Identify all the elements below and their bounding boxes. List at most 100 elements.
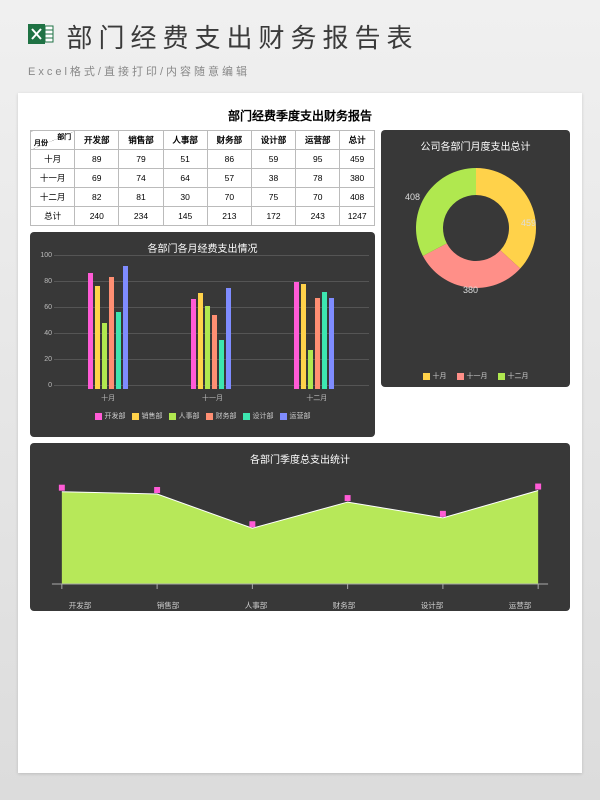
page-title: 部门经费支出财务报告表 bbox=[66, 18, 418, 55]
table-cell: 70 bbox=[207, 188, 251, 207]
area-chart bbox=[42, 474, 558, 594]
table-row: 十二月828130707570408 bbox=[31, 188, 375, 207]
table-cell: 243 bbox=[296, 207, 340, 226]
legend-item: 十月 bbox=[423, 371, 447, 381]
bar bbox=[102, 323, 107, 389]
table-header: 财务部 bbox=[207, 131, 251, 150]
table-cell: 95 bbox=[296, 150, 340, 169]
data-table: 部门月份开发部销售部人事部财务部设计部运营部总计 十月8979518659954… bbox=[30, 130, 375, 226]
bar bbox=[329, 298, 334, 389]
bar bbox=[205, 306, 210, 389]
area-category: 财务部 bbox=[300, 600, 388, 611]
y-tick-label: 40 bbox=[36, 330, 52, 337]
legend-item: 运营部 bbox=[280, 411, 311, 421]
bar bbox=[198, 293, 203, 389]
table-header: 销售部 bbox=[119, 131, 163, 150]
table-cell: 59 bbox=[251, 150, 295, 169]
area-fill bbox=[62, 491, 538, 584]
bar-chart-panel: 各部门各月经费支出情况 100806040200 十月十一月十二月 开发部销售部… bbox=[30, 232, 375, 437]
legend-item: 开发部 bbox=[95, 411, 126, 421]
bar-category: 十一月 bbox=[160, 393, 264, 403]
row-label: 总计 bbox=[31, 207, 75, 226]
area-chart-panel: 各部门季度总支出统计 开发部销售部人事部财务部设计部运营部 bbox=[30, 443, 570, 611]
table-cell: 81 bbox=[119, 188, 163, 207]
legend-item: 人事部 bbox=[169, 411, 200, 421]
table-header: 运营部 bbox=[296, 131, 340, 150]
area-category: 设计部 bbox=[388, 600, 476, 611]
table-cell: 79 bbox=[119, 150, 163, 169]
table-header: 总计 bbox=[340, 131, 375, 150]
table-row: 十月897951865995459 bbox=[31, 150, 375, 169]
table-cell: 240 bbox=[75, 207, 119, 226]
bar-category: 十月 bbox=[56, 393, 160, 403]
table-cell: 459 bbox=[340, 150, 375, 169]
excel-icon bbox=[28, 21, 54, 52]
bar bbox=[212, 315, 217, 389]
table-cell: 38 bbox=[251, 169, 295, 188]
area-category: 人事部 bbox=[212, 600, 300, 611]
y-tick-label: 100 bbox=[36, 252, 52, 259]
y-tick-label: 80 bbox=[36, 278, 52, 285]
table-cell: 380 bbox=[340, 169, 375, 188]
table-cell: 74 bbox=[119, 169, 163, 188]
table-cell: 86 bbox=[207, 150, 251, 169]
area-marker bbox=[59, 485, 65, 491]
area-category: 销售部 bbox=[124, 600, 212, 611]
y-tick-label: 60 bbox=[36, 304, 52, 311]
table-cell: 172 bbox=[251, 207, 295, 226]
bar bbox=[294, 282, 299, 389]
table-header: 设计部 bbox=[251, 131, 295, 150]
donut-chart-panel: 公司各部门月度支出总计 459380408 十月十一月十二月 bbox=[381, 130, 570, 387]
bar bbox=[226, 288, 231, 389]
excel-sheet: 部门经费季度支出财务报告 部门月份开发部销售部人事部财务部设计部运营部总计 十月… bbox=[18, 93, 582, 773]
bar bbox=[322, 292, 327, 390]
donut-label: 408 bbox=[405, 192, 420, 202]
area-category: 运营部 bbox=[476, 600, 564, 611]
bar bbox=[123, 266, 128, 390]
table-cell: 145 bbox=[163, 207, 207, 226]
legend-item: 十一月 bbox=[457, 371, 488, 381]
bar bbox=[116, 312, 121, 389]
bar bbox=[219, 340, 224, 389]
table-header: 开发部 bbox=[75, 131, 119, 150]
bar bbox=[191, 299, 196, 389]
row-label: 十月 bbox=[31, 150, 75, 169]
bar bbox=[301, 284, 306, 389]
area-marker bbox=[535, 484, 541, 490]
table-cell: 57 bbox=[207, 169, 251, 188]
table-cell: 408 bbox=[340, 188, 375, 207]
table-corner: 部门月份 bbox=[31, 131, 75, 150]
table-cell: 70 bbox=[296, 188, 340, 207]
donut-label: 380 bbox=[463, 285, 478, 295]
sheet-title: 部门经费季度支出财务报告 bbox=[30, 105, 570, 130]
table-cell: 82 bbox=[75, 188, 119, 207]
donut-label: 459 bbox=[521, 218, 536, 228]
area-marker bbox=[154, 487, 160, 493]
legend-item: 设计部 bbox=[243, 411, 274, 421]
bar bbox=[95, 286, 100, 389]
bar-chart: 100806040200 bbox=[36, 259, 369, 389]
area-marker bbox=[345, 495, 351, 501]
legend-item: 十二月 bbox=[498, 371, 529, 381]
y-tick-label: 0 bbox=[36, 382, 52, 389]
table-cell: 89 bbox=[75, 150, 119, 169]
donut-slice bbox=[416, 168, 476, 256]
table-header: 人事部 bbox=[163, 131, 207, 150]
table-cell: 213 bbox=[207, 207, 251, 226]
table-cell: 75 bbox=[251, 188, 295, 207]
table-cell: 64 bbox=[163, 169, 207, 188]
table-row: 十一月697464573878380 bbox=[31, 169, 375, 188]
bar bbox=[88, 273, 93, 389]
area-marker bbox=[440, 511, 446, 517]
area-chart-title: 各部门季度总支出统计 bbox=[36, 449, 564, 470]
page-subtitle: Excel格式/直接打印/内容随意编辑 bbox=[0, 63, 600, 89]
y-tick-label: 20 bbox=[36, 356, 52, 363]
table-cell: 69 bbox=[75, 169, 119, 188]
table-cell: 30 bbox=[163, 188, 207, 207]
row-label: 十一月 bbox=[31, 169, 75, 188]
area-category: 开发部 bbox=[36, 600, 124, 611]
table-cell: 51 bbox=[163, 150, 207, 169]
table-row: 总计2402341452131722431247 bbox=[31, 207, 375, 226]
legend-item: 财务部 bbox=[206, 411, 237, 421]
bar-category: 十二月 bbox=[265, 393, 369, 403]
